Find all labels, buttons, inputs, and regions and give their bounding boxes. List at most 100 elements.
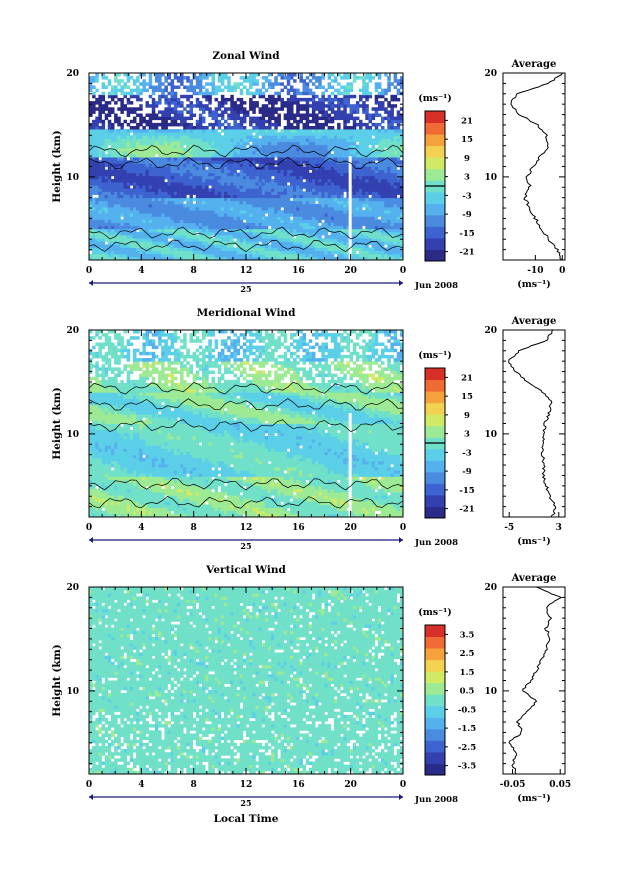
heatmap-cell	[246, 188, 250, 192]
heatmap-cell	[296, 204, 300, 208]
heatmap-cell	[237, 151, 241, 155]
heatmap-cell	[168, 138, 172, 142]
heatmap-cell	[102, 204, 106, 208]
heatmap-cell	[328, 86, 332, 90]
heatmap-cell	[139, 176, 143, 180]
heatmap-cell	[183, 204, 187, 208]
heatmap-cell	[180, 185, 184, 189]
heatmap-cell	[158, 82, 162, 86]
heatmap-cell	[331, 207, 335, 211]
heatmap-cell	[334, 223, 338, 227]
heatmap-cell	[281, 179, 285, 183]
heatmap-cell	[318, 251, 322, 255]
heatmap-cell	[102, 201, 106, 205]
heatmap-cell	[268, 157, 272, 161]
heatmap-cell	[158, 151, 162, 155]
heatmap-cell	[130, 167, 134, 171]
heatmap-cell	[233, 195, 237, 199]
heatmap-cell	[224, 101, 228, 105]
heatmap-cell	[240, 126, 244, 130]
heatmap-cell	[309, 132, 313, 136]
heatmap-cell	[274, 213, 278, 217]
heatmap-cell	[133, 198, 137, 202]
heatmap-cell	[95, 210, 99, 214]
heatmap-cell	[212, 191, 216, 195]
heatmap-cell	[199, 216, 203, 220]
heatmap-cell	[369, 176, 373, 180]
heatmap-cell	[340, 213, 344, 217]
heatmap-cell	[171, 101, 175, 105]
heatmap-cell	[299, 73, 303, 77]
heatmap-cell	[281, 145, 285, 149]
heatmap-cell	[221, 223, 225, 227]
heatmap-cell	[387, 213, 391, 217]
heatmap-cell	[343, 254, 347, 257]
heatmap-cell	[312, 82, 316, 86]
heatmap-cell	[233, 198, 237, 202]
heatmap-cell	[174, 114, 178, 118]
heatmap-cell	[265, 89, 269, 93]
heatmap-cell	[161, 238, 165, 242]
heatmap-cell	[312, 110, 316, 114]
heatmap-cell	[224, 207, 228, 211]
heatmap-cell	[362, 110, 366, 114]
heatmap-cell	[168, 213, 172, 217]
heatmap-cell	[375, 251, 379, 255]
heatmap-cell	[325, 89, 329, 93]
heatmap-cell	[227, 173, 231, 177]
heatmap-cell	[89, 235, 93, 239]
heatmap-cell	[315, 148, 319, 152]
heatmap-cell	[321, 232, 325, 236]
heatmap-cell	[193, 129, 197, 133]
heatmap-cell	[114, 188, 118, 192]
heatmap-cell	[149, 117, 153, 121]
heatmap-cell	[196, 123, 200, 127]
heatmap-cell	[350, 107, 354, 111]
heatmap-cell	[133, 251, 137, 255]
heatmap-cell	[353, 188, 357, 192]
heatmap-cell	[120, 182, 124, 186]
heatmap-cell	[249, 73, 253, 77]
heatmap-cell	[262, 123, 266, 127]
heatmap-cell	[381, 142, 385, 146]
heatmap-cell	[381, 191, 385, 195]
heatmap-cell	[240, 179, 244, 183]
heatmap-cell	[372, 167, 376, 171]
heatmap-cell	[362, 254, 366, 257]
heatmap-cell	[287, 110, 291, 114]
heatmap-cell	[215, 185, 219, 189]
heatmap-cell	[365, 210, 369, 214]
heatmap-cell	[362, 107, 366, 111]
heatmap-cell	[227, 185, 231, 189]
heatmap-cell	[252, 73, 256, 77]
heatmap-cell	[98, 135, 102, 139]
heatmap-cell	[237, 226, 241, 230]
heatmap-cell	[265, 176, 269, 180]
heatmap-cell	[218, 213, 222, 217]
heatmap-cell	[205, 232, 209, 236]
heatmap-cell	[378, 201, 382, 205]
heatmap-cell	[268, 185, 272, 189]
heatmap-cell	[293, 148, 297, 152]
heatmap-cell	[174, 244, 178, 248]
heatmap-cell	[359, 182, 363, 186]
heatmap-cell	[362, 79, 366, 83]
heatmap-cell	[212, 226, 216, 230]
heatmap-cell	[155, 229, 159, 233]
heatmap-cell	[365, 154, 369, 158]
heatmap-cell	[287, 223, 291, 227]
heatmap-cell	[369, 207, 373, 211]
heatmap-cell	[293, 132, 297, 136]
heatmap-cell	[186, 179, 190, 183]
heatmap-cell	[183, 251, 187, 255]
heatmap-cell	[299, 179, 303, 183]
heatmap-cell	[303, 167, 307, 171]
heatmap-cell	[221, 129, 225, 133]
heatmap-cell	[303, 182, 307, 186]
heatmap-cell	[372, 129, 376, 133]
heatmap-cell	[142, 179, 146, 183]
heatmap-cell	[230, 101, 234, 105]
heatmap-cell	[356, 129, 360, 133]
heatmap-cell	[199, 160, 203, 164]
heatmap-cell	[161, 89, 165, 93]
